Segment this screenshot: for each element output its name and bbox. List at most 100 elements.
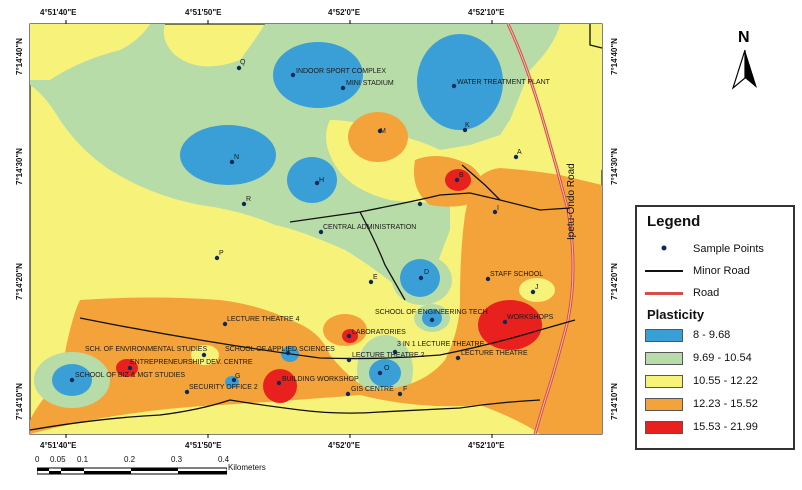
label-school-of-engineering-tech: SCHOOL OF ENGINEERING TECH bbox=[375, 309, 488, 316]
scale-bar-graphic bbox=[37, 467, 227, 475]
sample-point bbox=[69, 377, 75, 383]
legend-class: 8 - 9.68 bbox=[645, 327, 730, 343]
sample-point bbox=[346, 357, 352, 363]
sample-point bbox=[236, 65, 242, 71]
sample-point bbox=[214, 255, 220, 261]
sample-point bbox=[222, 321, 228, 327]
north-label: N bbox=[738, 29, 750, 46]
grid-ticks bbox=[65, 20, 493, 438]
label-b: B bbox=[459, 172, 464, 179]
tick-bottom-4: 4°52'10"E bbox=[468, 441, 505, 450]
tick-right-4: 7°14'10"N bbox=[610, 383, 619, 420]
label-sch-environmental-studies: SCH. OF ENVIRONMENTAL STUDIES bbox=[85, 346, 207, 353]
legend-class: 10.55 - 12.22 bbox=[645, 373, 758, 389]
sample-point bbox=[368, 279, 374, 285]
label-mini-stadium: MINI STADIUM bbox=[346, 80, 394, 87]
main-road-center bbox=[507, 23, 574, 435]
tick-bottom-3: 4°52'0"E bbox=[328, 441, 361, 450]
scale-tick: 0.2 bbox=[124, 455, 136, 464]
label-workshops: WORKSHOPS bbox=[507, 314, 554, 321]
label-r: R bbox=[246, 196, 251, 203]
label-i: I bbox=[497, 205, 499, 212]
sample-point bbox=[392, 349, 398, 355]
north-arrow: N bbox=[731, 29, 757, 90]
tick-top-4: 4°52'10"E bbox=[468, 8, 505, 17]
plasticity-surface bbox=[30, 24, 602, 434]
zone-blue bbox=[273, 42, 363, 108]
sample-point bbox=[502, 319, 508, 325]
point-labels: Q INDOOR SPORT COMPLEX MINI STADIUM WATE… bbox=[75, 59, 554, 393]
sample-point bbox=[485, 276, 491, 282]
label-security-office-2: SECURITY OFFICE 2 bbox=[189, 384, 258, 391]
tick-top-3: 4°52'0"E bbox=[328, 8, 361, 17]
sample-point bbox=[346, 333, 352, 339]
sample-point bbox=[290, 72, 296, 78]
tick-top-2: 4°51'50"E bbox=[185, 8, 222, 17]
sample-point bbox=[345, 391, 351, 397]
tick-bottom-1: 4°51'40"E bbox=[40, 441, 77, 450]
label-entrepreneurship-dev-centre: ENTREPRENEURSHIP DEV. CENTRE bbox=[130, 359, 253, 366]
legend-road: Road bbox=[645, 285, 719, 301]
legend-road-label: Road bbox=[693, 287, 720, 299]
minor-road-symbol bbox=[645, 270, 683, 272]
legend-minor-road: Minor Road bbox=[645, 263, 750, 279]
label-central-administration: CENTRAL ADMINISTRATION bbox=[323, 224, 416, 231]
label-h: H bbox=[319, 177, 324, 184]
label-q: Q bbox=[240, 59, 246, 66]
label-indoor-sport-complex: INDOOR SPORT COMPLEX bbox=[296, 68, 386, 75]
sample-point bbox=[285, 350, 291, 356]
zone-blue bbox=[180, 125, 276, 185]
sample-point bbox=[530, 289, 536, 295]
sample-point bbox=[418, 275, 424, 281]
tick-left-2: 7°14'30"N bbox=[15, 148, 24, 185]
sample-point bbox=[429, 317, 435, 323]
tick-left-4: 7°14'10"N bbox=[15, 383, 24, 420]
class-label: 12.23 - 15.52 bbox=[693, 398, 758, 410]
legend-sample-points: Sample Points bbox=[645, 241, 764, 257]
class-label: 15.53 - 21.99 bbox=[693, 421, 758, 433]
label-3-in-1-lecture-theatre: 3 IN 1 LECTURE THEATRE bbox=[397, 341, 485, 348]
label-lecture-theatre-2: LECTURE THEATRE 2 bbox=[352, 352, 425, 359]
scale-tick: 0.05 bbox=[50, 455, 66, 464]
legend-title: Legend bbox=[647, 213, 701, 230]
zone-blue bbox=[369, 359, 401, 387]
sample-point bbox=[276, 380, 282, 386]
sample-points bbox=[69, 65, 536, 397]
label-d: D bbox=[424, 269, 429, 276]
zone-orange bbox=[30, 168, 602, 434]
tick-left-1: 7°14'40"N bbox=[15, 38, 24, 75]
sample-point bbox=[231, 377, 237, 383]
zone-yellow bbox=[30, 24, 150, 80]
sample-point bbox=[377, 128, 383, 134]
zone-red bbox=[478, 300, 542, 350]
legend-minor-road-label: Minor Road bbox=[693, 265, 750, 277]
class-label: 10.55 - 12.22 bbox=[693, 375, 758, 387]
sample-point bbox=[184, 389, 190, 395]
label-e: E bbox=[373, 274, 378, 281]
class-swatch bbox=[645, 351, 683, 365]
scale-tick: 0 bbox=[35, 455, 40, 464]
sample-point bbox=[451, 83, 457, 89]
label-building-workshop: BUILDING WORKSHOP bbox=[282, 376, 359, 383]
sample-point-symbol bbox=[645, 243, 683, 255]
label-a: A bbox=[517, 149, 522, 156]
class-swatch bbox=[645, 420, 683, 434]
zone-orange bbox=[348, 112, 408, 162]
class-swatch bbox=[645, 374, 683, 388]
class-label: 9.69 - 10.54 bbox=[693, 352, 752, 364]
minor-roads bbox=[29, 24, 603, 431]
tick-right-3: 7°14'20"N bbox=[610, 263, 619, 300]
label-school-of-biz-mgt-studies: SCHOOL OF BIZ & MGT STUDIES bbox=[75, 372, 185, 379]
legend-plasticity-title: Plasticity bbox=[647, 307, 705, 322]
sample-point bbox=[377, 370, 383, 376]
class-swatch bbox=[645, 328, 683, 342]
scale-bar: 0 0.05 0.1 0.2 0.3 0.4 Kilometers bbox=[35, 455, 295, 485]
sample-point bbox=[340, 85, 346, 91]
right-coordinates: 7°14'40"N 7°14'30"N 7°14'20"N 7°14'10"N bbox=[610, 38, 619, 420]
label-n: N bbox=[234, 154, 239, 161]
sample-point bbox=[318, 229, 324, 235]
label-water-treatment-plant: WATER TREATMENT PLANT bbox=[457, 79, 551, 86]
legend-class: 12.23 - 15.52 bbox=[645, 396, 758, 412]
sample-point bbox=[314, 180, 320, 186]
sample-point bbox=[513, 154, 519, 160]
